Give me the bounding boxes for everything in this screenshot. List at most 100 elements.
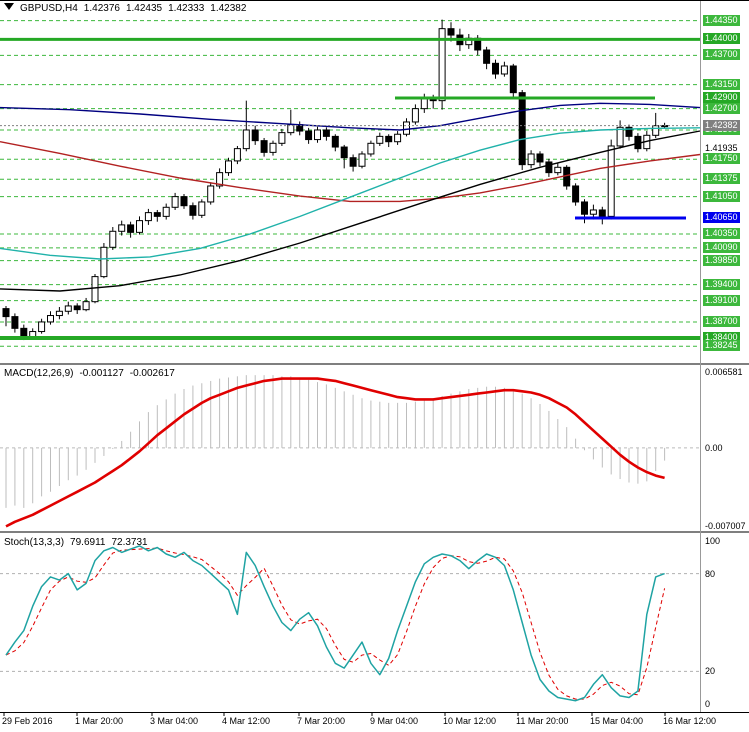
low-value: 1.42333 [168, 3, 205, 14]
candle-body [349, 157, 357, 167]
price-label-1.43700: 1.43700 [703, 49, 740, 60]
time-label: 10 Mar 12:00 [443, 716, 497, 726]
stoch-k-value: 79.6911 [70, 537, 106, 548]
price-axis[interactable]: 1.44350 1.44000 1.43700 1.43150 1.42900 1.427… [701, 1, 749, 713]
price-label-1.40350: 1.40350 [703, 228, 740, 239]
time-label: 4 Mar 12:00 [222, 716, 271, 726]
price-label-1.40650: 1.40650 [703, 212, 740, 223]
candle-body [153, 212, 161, 217]
candle-body [376, 135, 384, 144]
price-label-1.38700: 1.38700 [703, 316, 740, 327]
price-label-1.38245: 1.38245 [703, 340, 740, 351]
macd-signal-value: -0.002617 [129, 368, 175, 379]
price-label-1.39850: 1.39850 [703, 255, 740, 266]
candle-body [225, 160, 232, 174]
candle-body [11, 316, 19, 329]
ohlc-header: GBPUSD,H4 1.42376 1.42435 1.42333 1.42382 [4, 3, 252, 14]
open-value: 1.42376 [83, 3, 120, 14]
candle-body [216, 172, 224, 187]
time-label: 1 Mar 20:00 [75, 716, 124, 726]
candle-body [322, 129, 330, 137]
candle-body [340, 146, 348, 159]
time-label: 29 Feb 2016 [2, 716, 53, 726]
macd-scale-0.006581: 0.006581 [705, 367, 743, 377]
price-label-1.42700: 1.42700 [703, 103, 740, 114]
price-label-1.42900: 1.42900 [703, 92, 740, 103]
candle-body [447, 28, 455, 36]
chart-shift-marker-icon[interactable] [4, 3, 14, 10]
candle-body [509, 65, 517, 94]
candle-body [527, 153, 535, 166]
candle-body [38, 321, 46, 333]
candle-body [572, 185, 580, 203]
time-label: 9 Mar 04:00 [370, 716, 419, 726]
candle-body [420, 97, 428, 110]
macd-signal-line [5, 377, 665, 528]
candle-body [598, 209, 606, 217]
candle-body [385, 135, 393, 143]
candle-body [251, 129, 259, 142]
candle-body [518, 92, 526, 166]
candle-body [545, 161, 553, 174]
candle-body [589, 209, 597, 215]
candle-body [394, 133, 402, 143]
candle-body [233, 148, 241, 162]
ma-blue-line [0, 102, 701, 131]
price-label-1.44000: 1.44000 [703, 33, 740, 44]
price-label-1.43150: 1.43150 [703, 79, 740, 90]
candle-body [207, 185, 215, 203]
stoch-scale-100: 100 [705, 536, 721, 546]
ma-black-line [0, 130, 701, 292]
candle-body [180, 196, 188, 207]
candle-body [500, 65, 508, 75]
price-label-1.39100: 1.39100 [703, 295, 740, 306]
candle-body [652, 125, 660, 136]
candle-body [536, 153, 544, 163]
candle-body [198, 201, 206, 216]
candle-body [483, 49, 491, 64]
time-label: 3 Mar 04:00 [150, 716, 199, 726]
candle-body [260, 140, 268, 153]
candle-body [171, 196, 179, 208]
candle-body [438, 28, 446, 102]
candle-body [55, 310, 63, 317]
macd-name: MACD(12,26,9) [4, 368, 74, 379]
candle-body [82, 301, 90, 311]
price-label-1.41050: 1.41050 [703, 191, 740, 202]
candle-body [331, 135, 339, 148]
stoch-main-line [5, 545, 665, 702]
candle-body [189, 205, 197, 216]
macd-scale-0.00: 0.00 [705, 443, 723, 453]
time-label: 11 Mar 20:00 [516, 716, 569, 726]
symbol-period-label: GBPUSD,H4 [20, 3, 78, 14]
candle-body [581, 201, 588, 215]
time-axis[interactable]: 29 Feb 2016 1 Mar 20:00 3 Mar 04:00 4 Mar 1… [0, 714, 749, 732]
stoch-name: Stoch(13,3,3) [4, 537, 65, 548]
candle-body [144, 212, 152, 222]
candle-body [136, 220, 143, 233]
candle-body [492, 62, 499, 75]
candle-body [47, 315, 54, 323]
candle-body [554, 166, 562, 174]
candle-body [358, 153, 366, 167]
high-value: 1.42435 [125, 3, 163, 14]
candle-body [367, 142, 375, 155]
candle-body [64, 305, 72, 312]
macd-main-value: -0.001127 [79, 368, 124, 379]
stoch-scale-0: 0 [705, 699, 711, 709]
price-label-1.40090: 1.40090 [703, 242, 740, 253]
candle-body [91, 276, 99, 303]
macd-indicator-label: MACD(12,26,9) -0.001127 -0.002617 [4, 368, 181, 379]
ma-red-line [0, 141, 701, 203]
price-label-1.41750: 1.41750 [703, 153, 740, 164]
candle-body [73, 305, 81, 311]
stoch-signal-line [5, 547, 666, 700]
candle-body [314, 129, 321, 141]
price-label-1.38400: 1.38400 [703, 332, 740, 343]
candle-body [118, 224, 126, 232]
price-label-1.39400: 1.39400 [703, 279, 740, 290]
stoch-scale-20: 20 [705, 666, 716, 676]
candle-body [127, 224, 135, 233]
